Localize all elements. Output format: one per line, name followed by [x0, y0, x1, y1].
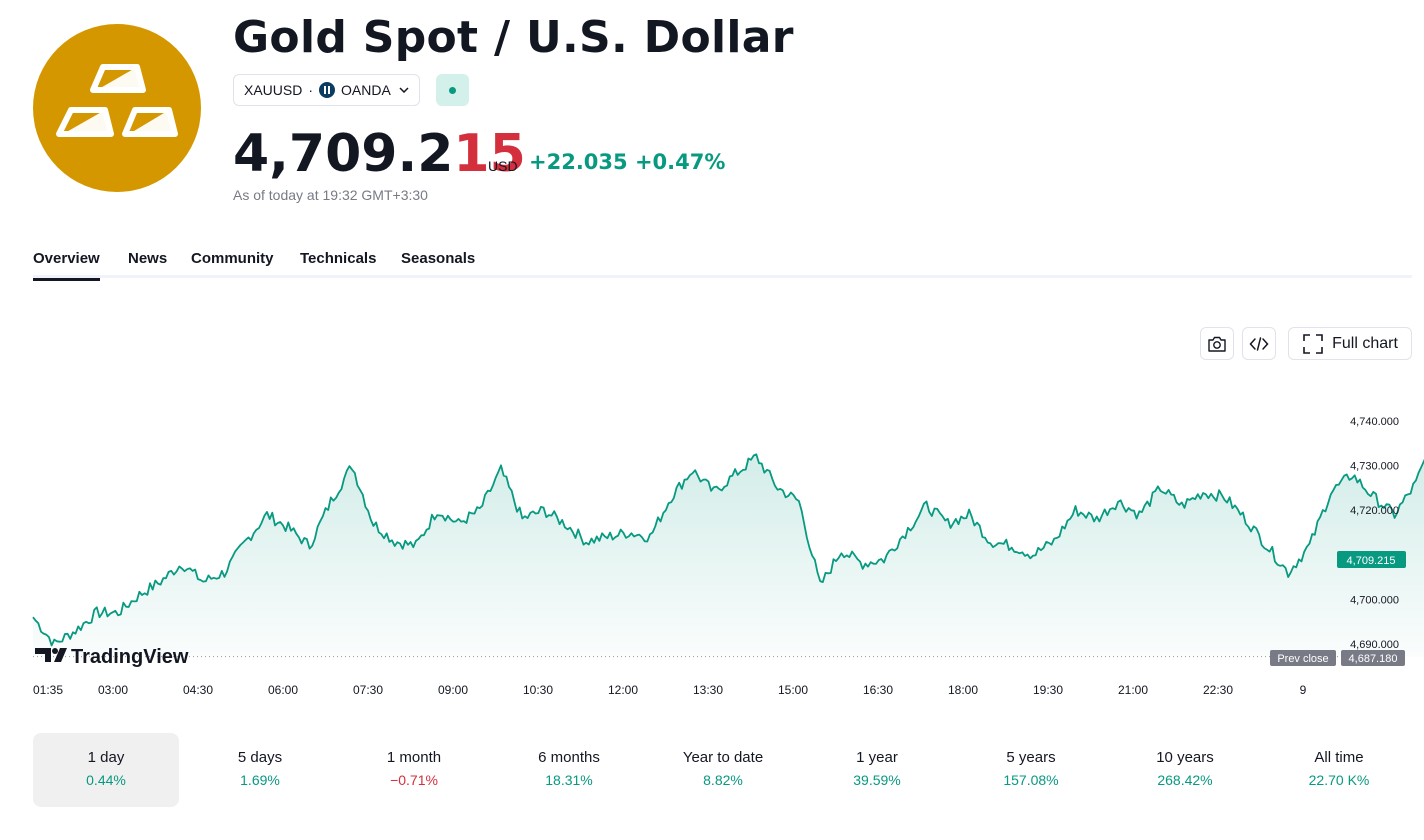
- tradingview-watermark: TradingView: [35, 646, 189, 668]
- y-tick-label: 4,730.000: [1350, 461, 1399, 473]
- prev-close-value: 4,687.180: [1349, 653, 1398, 665]
- price-change: +22.035 +0.47%: [529, 150, 725, 174]
- prev-close-label: Prev close: [1277, 653, 1328, 665]
- tab-community[interactable]: Community: [191, 250, 274, 267]
- code-icon: [1249, 336, 1269, 351]
- period-label: 5 years: [1006, 749, 1056, 766]
- x-tick-label: 15:00: [778, 683, 808, 697]
- period-label: 1 month: [386, 749, 442, 766]
- embed-button[interactable]: [1242, 327, 1276, 360]
- period-label: All time: [1314, 749, 1364, 766]
- x-tick-label: 10:30: [523, 683, 553, 697]
- x-tick-label: 21:00: [1118, 683, 1148, 697]
- symbol-selector[interactable]: XAUUSD · OANDA: [233, 74, 420, 106]
- price-currency: USD: [488, 158, 518, 174]
- full-chart-label: Full chart: [1332, 334, 1398, 352]
- tab-news[interactable]: News: [128, 250, 168, 267]
- x-tick-label: 06:00: [268, 683, 298, 697]
- x-tick-label: 07:30: [353, 683, 383, 697]
- exchange-name: OANDA: [341, 82, 391, 98]
- x-tick-label: 03:00: [98, 683, 128, 697]
- expand-icon: [1303, 333, 1323, 354]
- x-tick-label: 04:30: [183, 683, 213, 697]
- gold-bars-icon: [56, 64, 178, 137]
- last-price-tag: 4,709.215: [1337, 551, 1406, 568]
- symbol-ticker: XAUUSD: [244, 82, 303, 98]
- performance-period[interactable]: 1 day 0.44%: [33, 733, 179, 807]
- performance-period[interactable]: Year to date 8.82%: [650, 733, 796, 807]
- price-tail: 15: [453, 124, 526, 184]
- period-label: 5 days: [237, 749, 283, 766]
- performance-period[interactable]: 6 months 18.31%: [496, 733, 642, 807]
- price-chart[interactable]: 4,740.0004,730.0004,720.0004,710.0004,70…: [0, 370, 1424, 710]
- last-price: 4,709.215: [233, 124, 526, 184]
- as-of-time: As of today at 19:32 GMT+3:30: [233, 187, 428, 203]
- chevron-down-icon: [399, 84, 409, 96]
- price-area: [33, 454, 1424, 657]
- snapshot-button[interactable]: [1200, 327, 1234, 360]
- performance-period[interactable]: 5 years 157.08%: [958, 733, 1104, 807]
- tab-overview[interactable]: Overview: [33, 250, 100, 281]
- performance-period[interactable]: 5 days 1.69%: [187, 733, 333, 807]
- period-label: Year to date: [682, 749, 764, 766]
- camera-icon: [1208, 336, 1226, 352]
- watermark-text: TradingView: [71, 646, 189, 668]
- x-tick-label: 9: [1300, 683, 1307, 697]
- x-tick-label: 01:35: [33, 683, 63, 697]
- price-main: 4,709.2: [233, 124, 454, 184]
- status-dot-icon: [449, 86, 456, 94]
- period-change: 1.69%: [240, 772, 280, 788]
- period-change: 157.08%: [1003, 772, 1059, 788]
- period-change: 39.59%: [853, 772, 901, 788]
- period-change: 22.70 K%: [1308, 772, 1370, 788]
- tab-technicals[interactable]: Technicals: [300, 250, 377, 267]
- period-change: −0.71%: [390, 772, 438, 788]
- full-chart-button[interactable]: Full chart: [1288, 327, 1412, 360]
- x-tick-label: 16:30: [863, 683, 893, 697]
- price-line: [32, 453, 1424, 647]
- market-status-badge[interactable]: [436, 74, 469, 106]
- period-change: 0.44%: [86, 772, 126, 788]
- page-title: Gold Spot / U.S. Dollar: [233, 12, 794, 63]
- x-tick-label: 22:30: [1203, 683, 1233, 697]
- period-change: 268.42%: [1157, 772, 1213, 788]
- x-tick-label: 19:30: [1033, 683, 1063, 697]
- change-pct: +0.47%: [634, 150, 726, 174]
- period-label: 6 months: [538, 749, 600, 766]
- period-label: 10 years: [1156, 749, 1214, 766]
- x-tick-label: 09:00: [438, 683, 468, 697]
- separator: ·: [308, 82, 314, 98]
- period-label: 1 year: [856, 749, 898, 766]
- performance-period[interactable]: All time 22.70 K%: [1266, 733, 1412, 807]
- x-tick-label: 12:00: [608, 683, 638, 697]
- y-tick-label: 4,720.000: [1350, 505, 1399, 517]
- x-tick-label: 18:00: [948, 683, 978, 697]
- tab-bar: Overview News Community Technicals Seaso…: [33, 250, 1412, 281]
- x-tick-label: 13:30: [693, 683, 723, 697]
- prev-close-tag: Prev close 4,687.180: [1270, 650, 1405, 666]
- y-tick-label: 4,740.000: [1350, 416, 1399, 428]
- last-price-value: 4,709.215: [1347, 555, 1396, 567]
- performance-period[interactable]: 1 year 39.59%: [804, 733, 950, 807]
- y-tick-label: 4,690.000: [1350, 639, 1399, 651]
- y-tick-label: 4,700.000: [1350, 594, 1399, 606]
- performance-period[interactable]: 10 years 268.42%: [1112, 733, 1258, 807]
- period-change: 8.82%: [703, 772, 743, 788]
- period-change: 18.31%: [545, 772, 593, 788]
- change-abs: +22.035: [529, 150, 628, 174]
- symbol-logo: [33, 24, 201, 192]
- period-label: 1 day: [87, 749, 125, 766]
- performance-period[interactable]: 1 month −0.71%: [341, 733, 487, 807]
- exchange-logo-icon: [319, 82, 336, 98]
- tab-seasonals[interactable]: Seasonals: [401, 250, 476, 267]
